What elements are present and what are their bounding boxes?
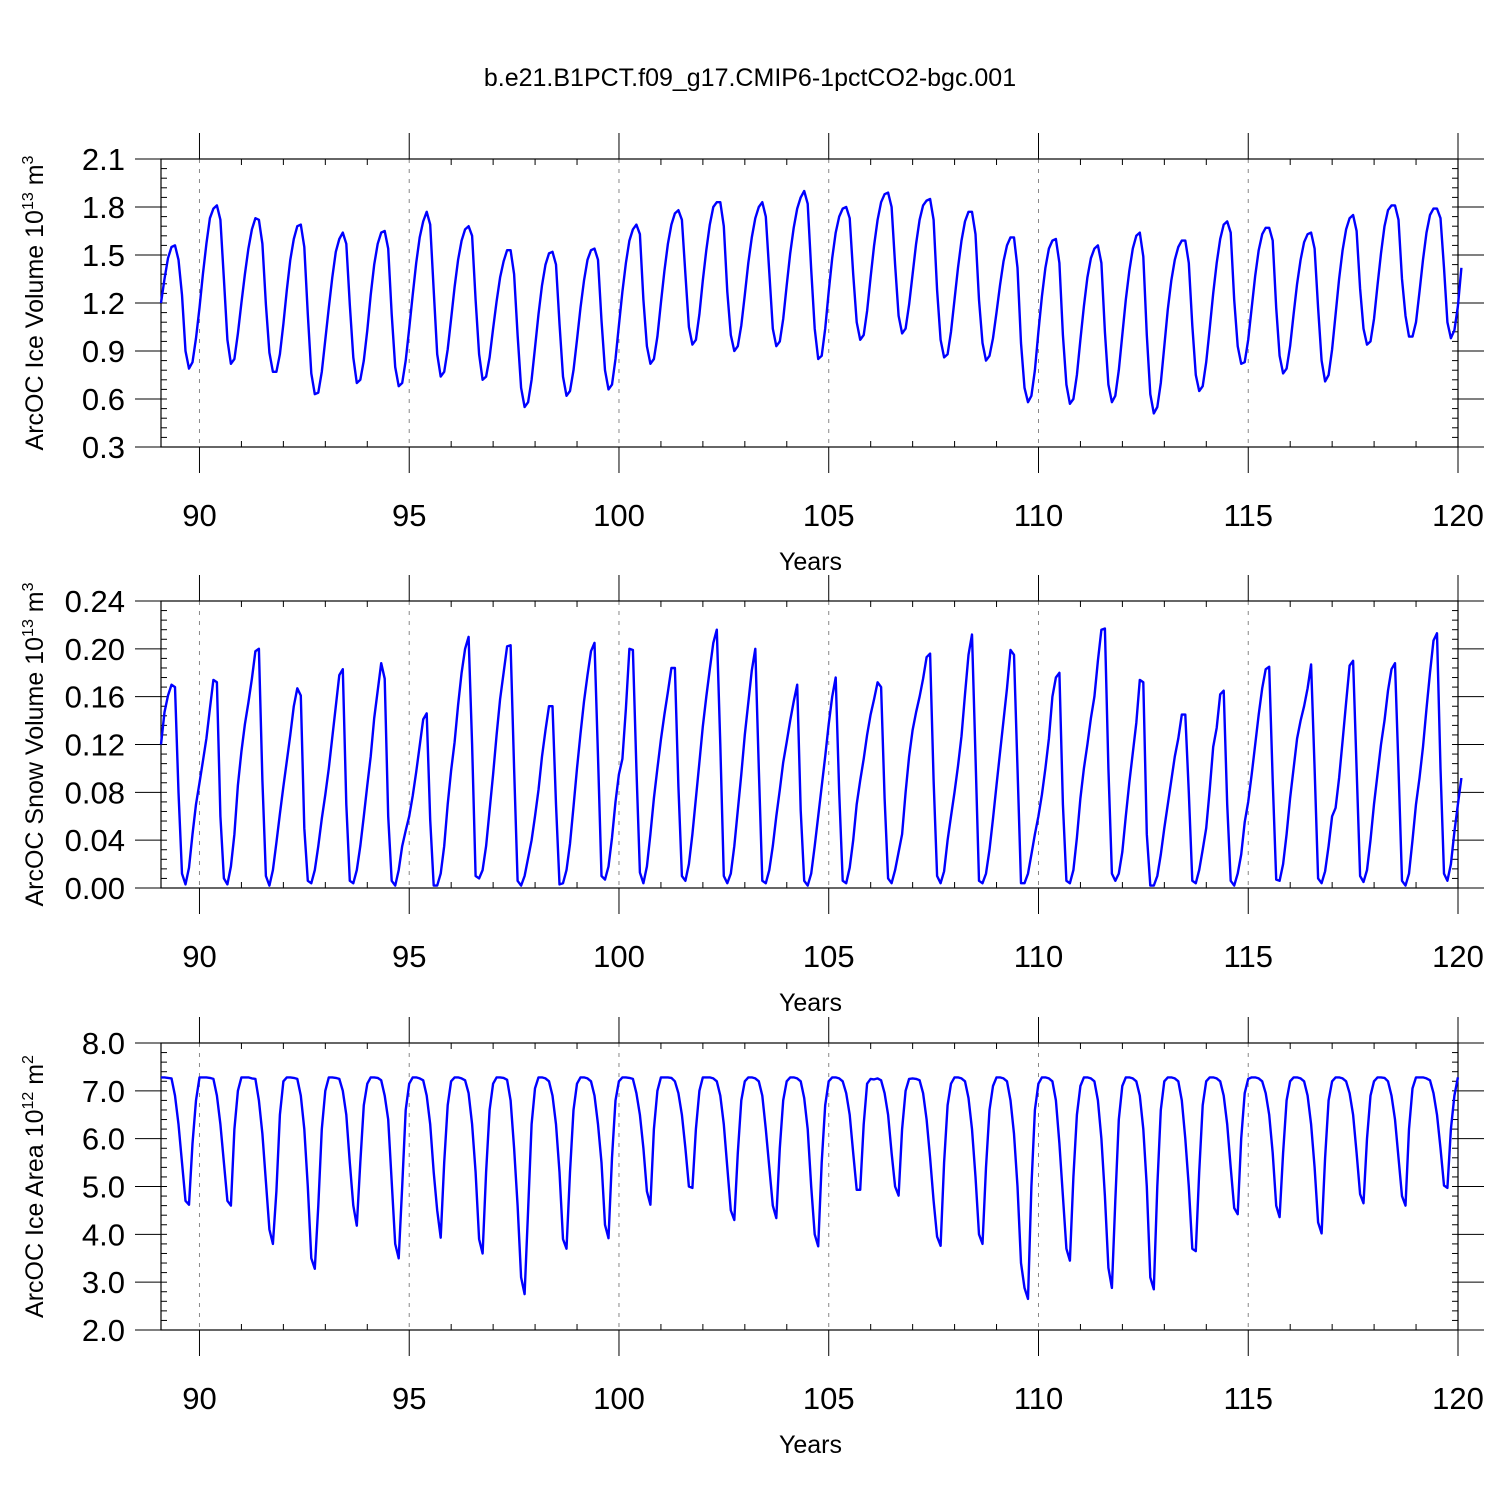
ice-area-panel: 90 95 100 105 110 115 120 2.0 3.0 4.0 5.0 6.0 7.0 8.0…	[20, 1017, 1484, 1459]
ice-area-y-axis-label: ArcOC Ice Area 1012 m2	[20, 1055, 49, 1318]
ice-volume-y-tick-label: 0.6	[82, 382, 125, 417]
ice-area-x-tick-label: 90	[182, 1381, 216, 1416]
snow-volume-y-axis-label: ArcOC Snow Volume 1013 m3	[20, 582, 49, 906]
ice-volume-x-axis-label: Years	[779, 548, 842, 576]
ice-area-x-tick-label: 105	[803, 1381, 855, 1416]
ice-volume-x-tick-label: 95	[392, 498, 426, 533]
ice-area-x-tick-label: 110	[1014, 1381, 1063, 1416]
snow-volume-y-tick-label: 0.20	[65, 632, 125, 667]
snow-volume-series-line	[159, 627, 1463, 887]
ice-area-frame	[160, 1042, 1459, 1331]
ice-volume-y-tick-label: 2.1	[82, 142, 125, 177]
ice-volume-y-tick-label: 0.9	[82, 334, 125, 369]
ice-volume-y-tick-label: 1.8	[82, 190, 125, 225]
snow-volume-y-tick-label: 0.12	[65, 728, 125, 763]
snow-volume-y-tick-label: 0.24	[65, 584, 125, 619]
ice-area-x-tick-label: 115	[1224, 1381, 1273, 1416]
ice-volume-y-tick-label: 0.3	[82, 430, 125, 465]
ice-volume-x-tick-label: 120	[1432, 498, 1484, 533]
snow-volume-y-tick-label: 0.16	[65, 680, 125, 715]
ice-volume-panel: 90 95 100 105 110 115 120 0.3 0.6 0.9 1.2 1.5 1.8 2.1…	[20, 133, 1484, 576]
ice-volume-x-tick-label: 115	[1224, 498, 1273, 533]
ice-volume-x-tick-label: 90	[182, 498, 216, 533]
snow-volume-x-tick-label: 90	[182, 939, 216, 974]
snow-volume-x-tick-label: 115	[1224, 939, 1273, 974]
ice-volume-y-tick-label: 1.2	[82, 286, 125, 321]
ice-area-y-tick-label: 8.0	[82, 1026, 125, 1061]
ice-volume-x-tick-label: 105	[803, 498, 855, 533]
ice-volume-series-line	[159, 189, 1463, 415]
snow-volume-x-tick-label: 120	[1432, 939, 1484, 974]
ice-area-series-line	[161, 1076, 1460, 1301]
ice-volume-y-tick-label: 1.5	[82, 238, 125, 273]
snow-volume-panel: 90 95 100 105 110 115 120 0.00 0.04 0.08 0.12 0.16 0…	[20, 575, 1484, 1017]
snow-volume-frame	[160, 600, 1459, 889]
snow-volume-x-tick-label: 105	[803, 939, 855, 974]
ice-area-y-tick-label: 7.0	[82, 1074, 125, 1109]
snow-volume-x-tick-label: 110	[1014, 939, 1063, 974]
ice-area-y-tick-label: 6.0	[82, 1122, 125, 1157]
snow-volume-y-tick-label: 0.00	[65, 871, 125, 906]
ice-area-y-tick-label: 5.0	[82, 1170, 125, 1205]
ice-area-x-tick-label: 95	[392, 1381, 426, 1416]
snow-volume-x-tick-label: 95	[392, 939, 426, 974]
snow-volume-x-axis-label: Years	[779, 989, 842, 1017]
ice-volume-x-tick-label: 100	[593, 498, 645, 533]
ice-area-y-tick-label: 4.0	[82, 1217, 125, 1252]
ice-area-y-tick-label: 3.0	[82, 1265, 125, 1300]
snow-volume-y-tick-label: 0.04	[65, 823, 125, 858]
ice-area-y-tick-label: 2.0	[82, 1313, 125, 1348]
ice-volume-frame	[160, 158, 1459, 448]
snow-volume-x-tick-label: 100	[593, 939, 645, 974]
ice-area-x-tick-label: 100	[593, 1381, 645, 1416]
snow-volume-y-tick-label: 0.08	[65, 775, 125, 810]
ice-area-x-axis-label: Years	[779, 1431, 842, 1459]
ice-volume-x-tick-label: 110	[1014, 498, 1063, 533]
figure-title: b.e21.B1PCT.f09_g17.CMIP6-1pctCO2-bgc.00…	[483, 64, 1017, 92]
ice-volume-y-axis-label: ArcOC Ice Volume 1013 m3	[20, 155, 49, 450]
ice-area-x-tick-label: 120	[1432, 1381, 1484, 1416]
